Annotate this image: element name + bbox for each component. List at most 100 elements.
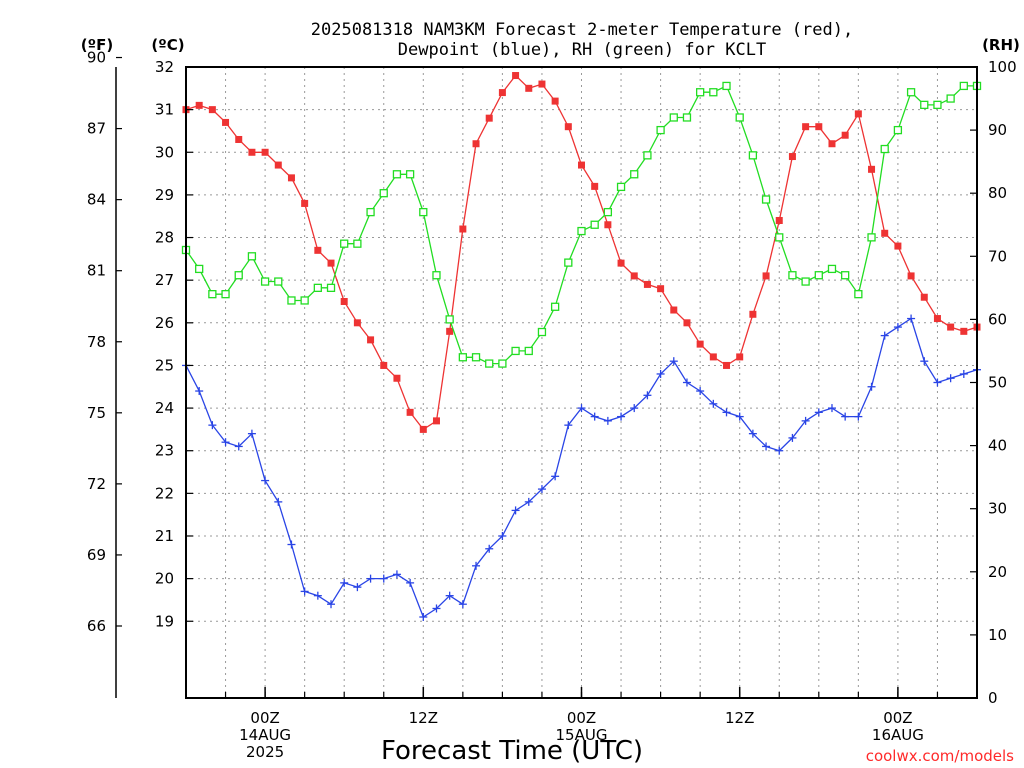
dewpoint-point [458,600,467,609]
rh-point [920,100,929,110]
dewpoint-point [537,485,546,494]
x-tick-label: 14AUG [239,726,291,744]
axes: 66 69 72 75 78 81 84 87 90 19 20 21 22 23 24 25 26 27 28 29… [87,49,1017,761]
rh-point [893,125,903,135]
temperature-point [815,123,823,131]
rh-point [392,170,402,179]
celsius-tick-label: 30 [155,143,174,161]
dewpoint-point [261,476,270,485]
temperature-point [512,72,520,80]
temperature-point [485,114,493,122]
rh-tick-label: 0 [988,689,998,707]
x-tick-label: 12Z [725,709,754,727]
rh-unit-label: (RH) [982,36,1020,54]
temperature-point [578,161,585,169]
rh-tick-label: 70 [988,247,1007,265]
rh-point [247,252,257,261]
dewpoint-point [392,570,401,579]
dewpoint-point [247,429,256,438]
temperature-point [340,297,348,305]
x-tick-label: 2025 [246,743,284,761]
temperature-point [920,293,928,301]
rh-point [234,271,243,280]
dewpoint-point [379,574,388,583]
dewpoint-point [841,412,850,421]
temperature-point [393,374,401,382]
temperature-point [868,165,876,173]
temperature-point [762,272,770,280]
dewpoint-point [419,612,428,621]
dewpoint-point [432,604,441,613]
series-dewpoint [182,314,981,621]
dewpoint-point [603,416,612,425]
dewpoint-point [867,382,876,391]
series-rh [181,81,982,368]
temperature-point [564,123,572,131]
dewpoint-point [221,438,230,447]
dewpoint-point [643,391,652,400]
temperature-point [802,123,810,131]
rh-tick-label: 80 [988,184,1007,202]
temperature-point [657,285,665,293]
temperature-point [367,336,375,344]
temperature-point [960,327,968,335]
dewpoint-point [788,433,797,442]
temperature-point [208,106,216,114]
rh-point [590,220,599,229]
rh-point [748,151,758,160]
celsius-tick-label: 32 [155,58,174,76]
rh-point [326,283,336,293]
rh-tick-label: 90 [988,121,1007,139]
rh-point [775,233,784,242]
rh-point [603,207,613,217]
celsius-tick-label: 25 [155,356,174,374]
x-tick-label: 00Z [883,709,912,727]
temperature-point [314,246,322,254]
temperature-point [683,319,691,327]
credit-text: coolwx.com/models [866,747,1014,765]
rh-point [722,81,731,91]
rh-point [696,88,705,97]
rh-point [498,359,507,368]
x-tick-label: 12Z [409,709,438,727]
temperature-point [419,425,427,433]
temperature-point [630,272,638,280]
dewpoint-point [445,591,454,600]
celsius-tick-label: 22 [155,484,174,502]
dewpoint-point [854,412,863,421]
rh-tick-label: 20 [988,563,1007,581]
dewpoint-point [313,591,322,600]
dewpoint-point [208,421,217,430]
temperature-point [643,280,651,288]
fahrenheit-tick-label: 84 [87,191,106,209]
dewpoint-point [564,421,573,430]
temperature-point [617,259,625,267]
dewpoint-point [775,446,784,455]
celsius-tick-label: 19 [155,612,174,630]
celsius-tick-label: 20 [155,570,174,588]
fahrenheit-tick-label: 66 [87,617,106,635]
celsius-tick-label: 29 [155,186,174,204]
rh-point [221,290,230,299]
rh-point [458,353,468,362]
dewpoint-point [590,412,599,421]
rh-point [550,302,560,311]
rh-tick-label: 10 [988,626,1007,644]
dewpoint-point [709,399,718,408]
dewpoint-point [630,404,639,413]
rh-point [340,239,349,248]
rh-point [906,88,916,97]
rh-point [379,189,388,198]
rh-point [353,239,362,248]
x-tick-label: 00Z [567,709,596,727]
rh-point [287,296,296,305]
rh-point [867,233,876,242]
x-tick-label: 16AUG [872,726,924,744]
temperature-point [775,216,783,224]
dewpoint-point [722,408,731,417]
temperature-point [327,259,335,267]
rh-point [300,296,309,305]
temperature-point [235,135,243,143]
dewpoint-point [669,357,678,366]
rh-point [801,277,810,286]
